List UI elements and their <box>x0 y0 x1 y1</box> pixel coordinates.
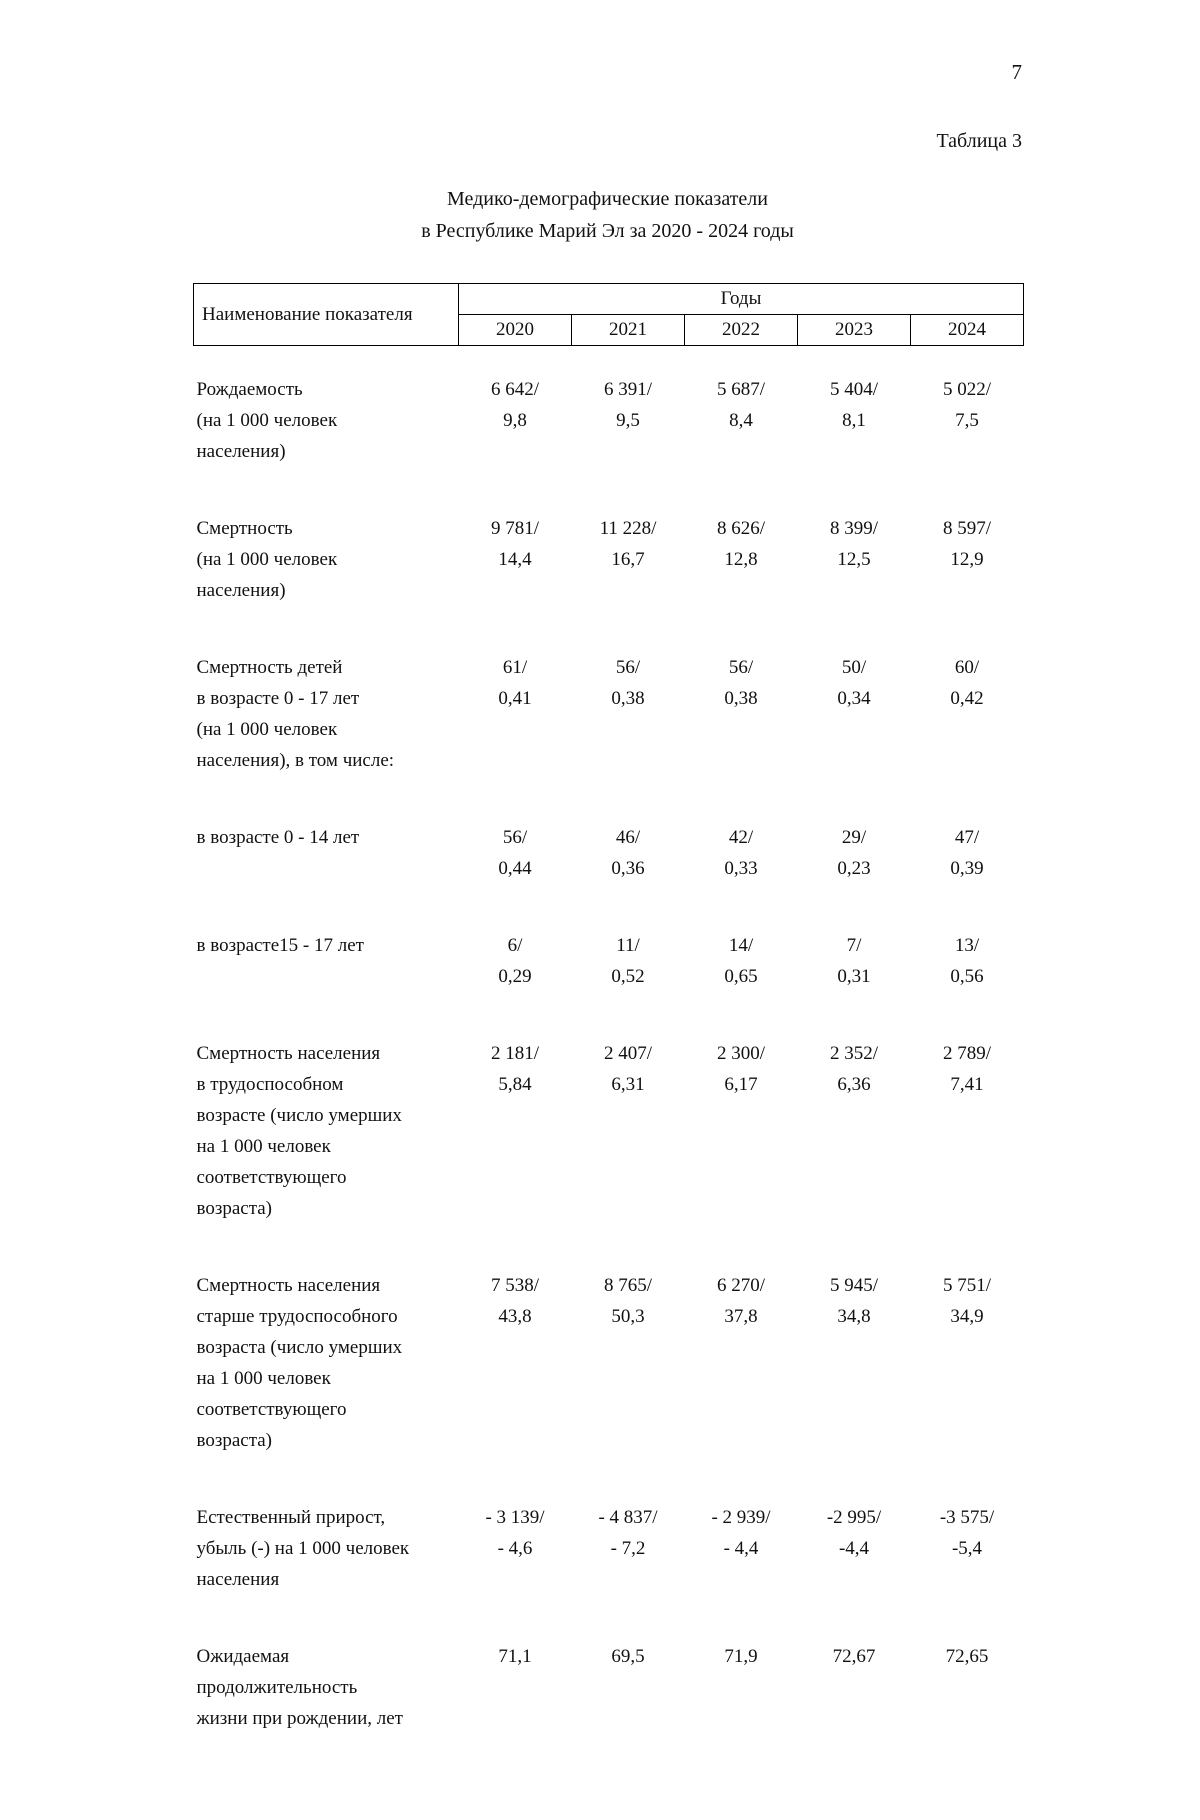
cell-value: 8 626/ 12,8 <box>716 518 766 570</box>
cell-value: 72,67 <box>832 1646 876 1667</box>
title-line-2: в Республике Марий Эл за 2020 - 2024 год… <box>421 220 794 242</box>
cell-value: 56/ 0,38 <box>724 657 758 709</box>
table-row-age-0-14: в возрасте 0 - 14 лет 56/ 0,44 46/ 0,36 … <box>194 822 1024 930</box>
table-row-child-mortality-0-17: Смертность детей в возрасте 0 - 17 лет (… <box>194 652 1024 822</box>
table-header: Наименование показателя Годы 2020 2021 2… <box>193 283 1025 346</box>
cell-value: 46/ 0,36 <box>611 827 645 879</box>
cell-value: - 2 939/ - 4,4 <box>711 1507 771 1559</box>
cell-value: 14/ 0,65 <box>724 935 758 987</box>
demographics-table: Наименование показателя Годы 2020 2021 2… <box>193 283 1025 1781</box>
row-label: Смертность (на 1 000 человек населения) <box>196 518 338 601</box>
row-label: в возрасте15 - 17 лет <box>196 935 364 956</box>
cell-value: - 4 837/ - 7,2 <box>598 1507 658 1559</box>
row-label: Смертность населения старше трудоспособн… <box>196 1275 403 1451</box>
cell-value: 6 270/ 37,8 <box>716 1275 766 1327</box>
column-header-2020: 2020 <box>458 314 572 346</box>
cell-value: 6/ 0,29 <box>498 935 532 987</box>
cell-value: 8 597/ 12,9 <box>942 518 992 570</box>
row-label: Естественный прирост, убыль (-) на 1 000… <box>196 1507 410 1590</box>
table-row-mortality: Смертность (на 1 000 человек населения) … <box>194 513 1024 652</box>
cell-value: 2 352/ 6,36 <box>829 1043 879 1095</box>
cell-value: 7/ 0,31 <box>837 935 871 987</box>
cell-value: 8 765/ 50,3 <box>603 1275 653 1327</box>
row-label: Смертность населения в трудоспособном во… <box>196 1043 402 1219</box>
row-label: Ожидаемая продолжительность жизни при ро… <box>196 1646 403 1729</box>
cell-value: 72,65 <box>945 1646 989 1667</box>
cell-value: 8 399/ 12,5 <box>829 518 879 570</box>
cell-value: 6 642/ 9,8 <box>490 379 540 431</box>
cell-value: 60/ 0,42 <box>950 657 984 709</box>
document-title: Медико-демографические показатели в Респ… <box>193 183 1022 247</box>
cell-value: 9 781/ 14,4 <box>490 518 540 570</box>
column-header-2021: 2021 <box>571 314 685 346</box>
column-header-indicator: Наименование показателя <box>193 283 459 346</box>
cell-value: 5 945/ 34,8 <box>829 1275 879 1327</box>
row-label: Смертность детей в возрасте 0 - 17 лет (… <box>196 657 395 771</box>
cell-value: 29/ 0,23 <box>837 827 871 879</box>
cell-value: 71,9 <box>724 1646 758 1667</box>
table-row-birth-rate: Рождаемость (на 1 000 человек населения)… <box>194 346 1024 514</box>
cell-value: 5 404/ 8,1 <box>829 379 879 431</box>
cell-value: 71,1 <box>498 1646 532 1667</box>
column-header-2022: 2022 <box>684 314 798 346</box>
cell-value: 2 181/ 5,84 <box>490 1043 540 1095</box>
column-header-2023: 2023 <box>797 314 911 346</box>
cell-value: 11/ 0,52 <box>611 935 645 987</box>
table-row-age-15-17: в возрасте15 - 17 лет 6/ 0,29 11/ 0,52 1… <box>194 930 1024 1038</box>
cell-value: 7 538/ 43,8 <box>490 1275 540 1327</box>
table-row-natural-growth: Естественный прирост, убыль (-) на 1 000… <box>194 1502 1024 1641</box>
cell-value: 56/ 0,44 <box>498 827 532 879</box>
row-label: в возрасте 0 - 14 лет <box>196 827 360 848</box>
cell-value: 2 300/ 6,17 <box>716 1043 766 1095</box>
cell-value: 61/ 0,41 <box>498 657 532 709</box>
column-header-years: Годы <box>457 283 1025 315</box>
cell-value: 50/ 0,34 <box>837 657 871 709</box>
cell-value: 13/ 0,56 <box>950 935 984 987</box>
cell-value: -2 995/ -4,4 <box>826 1507 882 1559</box>
table-row-above-working-age-mortality: Смертность населения старше трудоспособн… <box>194 1270 1024 1502</box>
cell-value: 47/ 0,39 <box>950 827 984 879</box>
table-row-working-age-mortality: Смертность населения в трудоспособном во… <box>194 1038 1024 1270</box>
cell-value: - 3 139/ - 4,6 <box>485 1507 545 1559</box>
cell-value: 11 228/ 16,7 <box>599 518 657 570</box>
cell-value: 5 022/ 7,5 <box>942 379 992 431</box>
row-label: Рождаемость (на 1 000 человек населения) <box>196 379 338 462</box>
column-header-2024: 2024 <box>909 314 1025 346</box>
cell-value: 69,5 <box>611 1646 645 1667</box>
title-line-1: Медико-демографические показатели <box>447 188 768 210</box>
table-caption: Таблица 3 <box>936 130 1022 152</box>
cell-value: 6 391/ 9,5 <box>603 379 653 431</box>
cell-value: 2 407/ 6,31 <box>603 1043 653 1095</box>
cell-value: 5 687/ 8,4 <box>716 379 766 431</box>
header-row-years: 2020 2021 2022 2023 2024 <box>194 314 1025 346</box>
cell-value: 2 789/ 7,41 <box>942 1043 992 1095</box>
table-row-life-expectancy: Ожидаемая продолжительность жизни при ро… <box>194 1641 1024 1780</box>
cell-value: 42/ 0,33 <box>724 827 758 879</box>
cell-value: -3 575/ -5,4 <box>939 1507 995 1559</box>
table-body: Рождаемость (на 1 000 человек населения)… <box>194 346 1024 1781</box>
page-number: 7 <box>1011 60 1023 84</box>
header-row-top: Наименование показателя Годы <box>193 283 1025 346</box>
cell-value: 5 751/ 34,9 <box>942 1275 992 1327</box>
cell-value: 56/ 0,38 <box>611 657 645 709</box>
